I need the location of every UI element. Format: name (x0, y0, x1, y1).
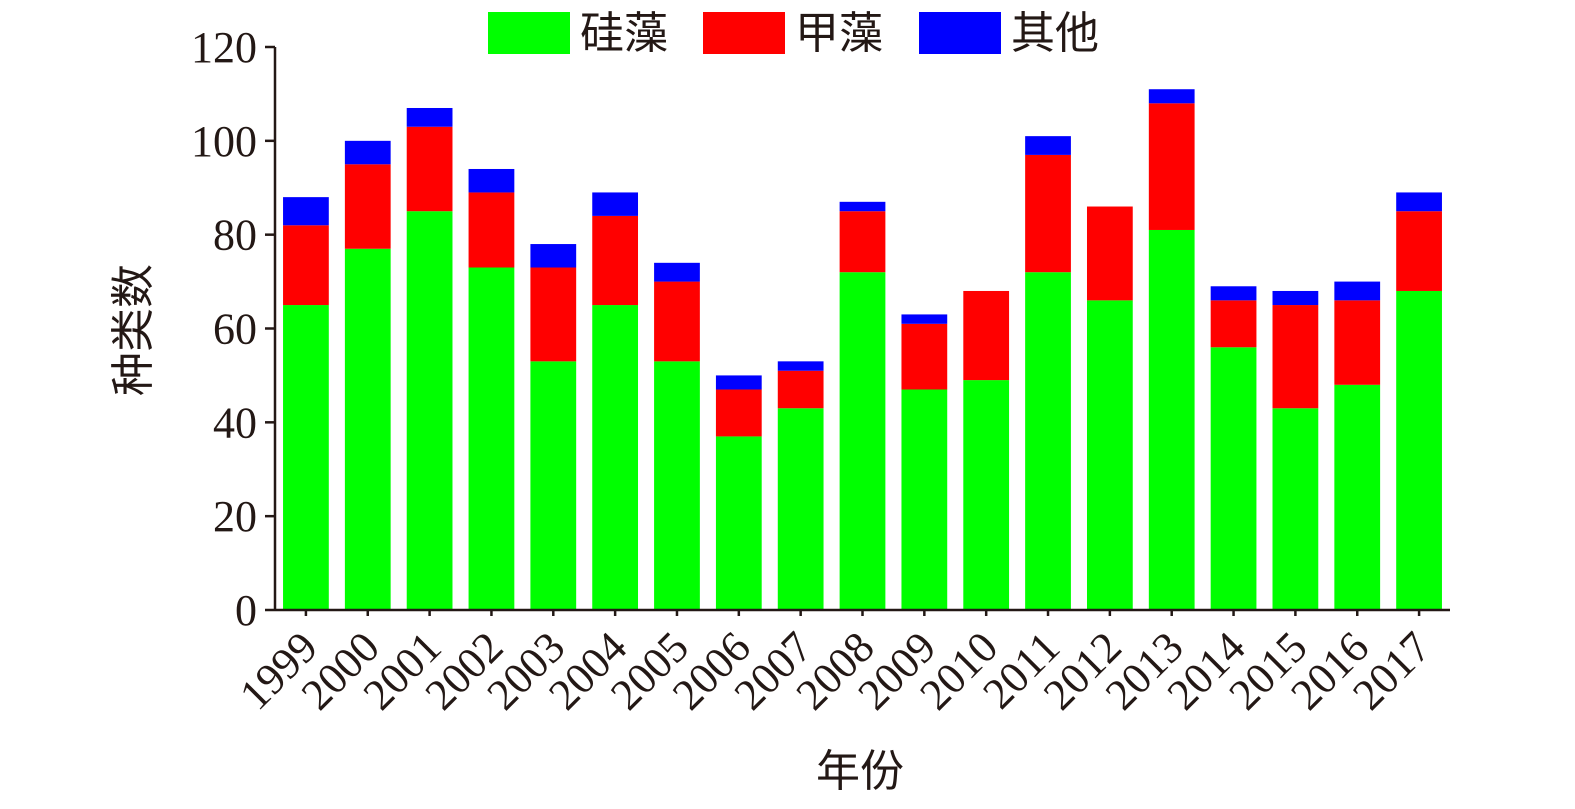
bar-2009-甲藻 (901, 323, 948, 390)
bar-2010-甲藻 (963, 290, 1010, 381)
bar-2004-硅藻 (592, 305, 639, 610)
bar-2007-硅藻 (777, 408, 824, 610)
legend-swatch-甲藻 (703, 12, 785, 54)
bar-2003-其他 (530, 244, 577, 268)
bar-2005-其他 (654, 262, 700, 282)
bar-2001-甲藻 (406, 126, 453, 212)
y-tick-label: 120 (191, 23, 257, 72)
bar-2008-其他 (839, 201, 886, 212)
legend-label-硅藻: 硅藻 (580, 8, 668, 59)
bar-2009-其他 (901, 314, 948, 324)
bar-2014-其他 (1210, 286, 1257, 301)
bar-2011-其他 (1025, 136, 1071, 155)
bar-2007-其他 (777, 361, 824, 371)
bar-2004-其他 (592, 192, 639, 216)
y-axis-title: 种类数 (108, 264, 159, 396)
y-tick-label: 60 (213, 305, 257, 354)
x-tick-labels: 1999200020012002200320042005200620072008… (230, 622, 1440, 719)
bar-2010-硅藻 (963, 380, 1010, 610)
bar-2002-甲藻 (468, 192, 515, 268)
y-tick-label: 80 (213, 211, 257, 260)
bar-2005-甲藻 (654, 281, 700, 362)
bar-2000-硅藻 (344, 248, 391, 610)
bar-2014-硅藻 (1210, 347, 1257, 610)
y-tick-label: 40 (213, 398, 257, 447)
bar-2006-甲藻 (715, 389, 762, 437)
bar-2002-其他 (468, 168, 515, 193)
bar-1999-甲藻 (283, 225, 329, 306)
bar-2015-甲藻 (1272, 305, 1319, 409)
bar-2011-硅藻 (1025, 272, 1071, 610)
bar-2014-甲藻 (1210, 300, 1257, 348)
bar-2008-硅藻 (839, 272, 886, 610)
bar-2008-甲藻 (839, 211, 886, 273)
legend: 硅藻 甲藻 其他 (488, 8, 1099, 59)
bar-2000-其他 (344, 140, 391, 165)
bar-2017-其他 (1396, 192, 1442, 212)
bar-2009-硅藻 (901, 389, 948, 610)
bar-2003-甲藻 (530, 267, 577, 362)
legend-label-甲藻: 甲藻 (795, 8, 883, 59)
bar-2003-硅藻 (530, 361, 577, 610)
bar-2007-甲藻 (777, 370, 824, 409)
bar-2016-硅藻 (1334, 384, 1381, 610)
axes (265, 45, 1450, 616)
bar-2013-硅藻 (1148, 229, 1195, 610)
bar-2006-硅藻 (715, 436, 762, 610)
bar-2016-甲藻 (1334, 300, 1381, 385)
bar-2016-其他 (1334, 281, 1381, 301)
bar-1999-硅藻 (283, 305, 329, 610)
bar-2002-硅藻 (468, 267, 515, 610)
y-tick-labels: 0 20 40 60 80 100 120 (191, 23, 257, 635)
x-axis-title: 年份 (816, 746, 904, 797)
legend-label-其他: 其他 (1011, 8, 1099, 59)
bar-2004-甲藻 (592, 215, 639, 306)
bar-2001-硅藻 (406, 211, 453, 611)
y-tick-label: 100 (191, 117, 257, 166)
bar-2017-硅藻 (1396, 290, 1442, 610)
legend-swatch-其他 (919, 12, 1001, 54)
bar-2017-甲藻 (1396, 211, 1442, 291)
bar-2012-甲藻 (1086, 206, 1133, 301)
bars (283, 89, 1442, 611)
legend-swatch-硅藻 (488, 12, 570, 54)
y-tick-label: 0 (235, 586, 257, 635)
bar-2005-硅藻 (654, 361, 700, 610)
y-tick-label: 20 (213, 492, 257, 541)
bar-2001-其他 (406, 107, 453, 127)
bar-2012-硅藻 (1086, 300, 1133, 610)
bar-2013-甲藻 (1148, 103, 1195, 230)
bar-2011-甲藻 (1025, 154, 1071, 273)
bar-2006-其他 (715, 375, 762, 390)
bar-2000-甲藻 (344, 164, 391, 249)
bar-2015-硅藻 (1272, 408, 1319, 610)
bar-2015-其他 (1272, 290, 1319, 306)
bar-2013-其他 (1148, 89, 1195, 104)
bar-1999-其他 (283, 197, 329, 226)
